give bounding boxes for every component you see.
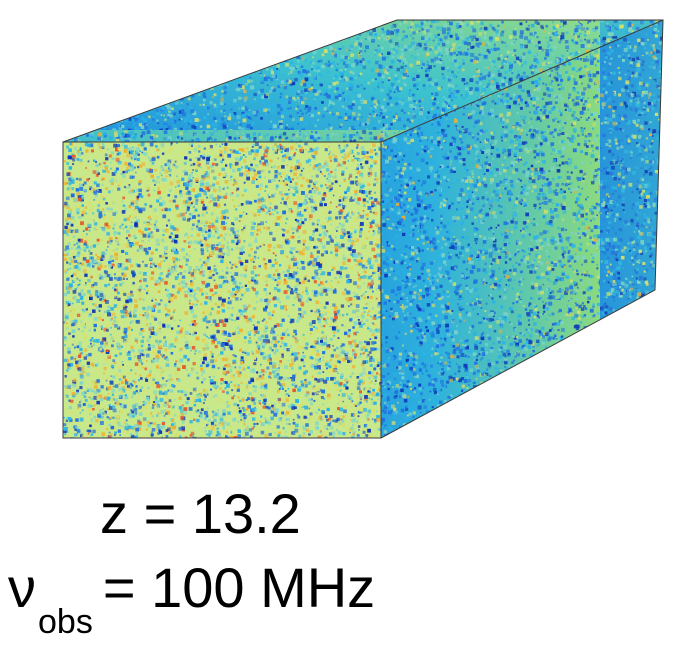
frequency-label: νobs= 100 MHz [8, 560, 375, 640]
redshift-equals: = [143, 482, 177, 545]
frequency-equals: = [102, 556, 136, 619]
simulation-cube [62, 19, 664, 439]
cube-edges [62, 19, 664, 439]
cube-side-face-texture [381, 20, 663, 438]
cube-top-face-texture [63, 20, 663, 142]
redshift-value: 13.2 [191, 482, 301, 545]
frequency-subscript: obs [38, 603, 93, 641]
redshift-symbol: z [100, 482, 128, 545]
frequency-value: 100 MHz [151, 556, 376, 619]
redshift-label: z = 13.2 [100, 486, 301, 542]
cube-front-face [63, 142, 381, 438]
frequency-symbol: ν [8, 556, 36, 619]
